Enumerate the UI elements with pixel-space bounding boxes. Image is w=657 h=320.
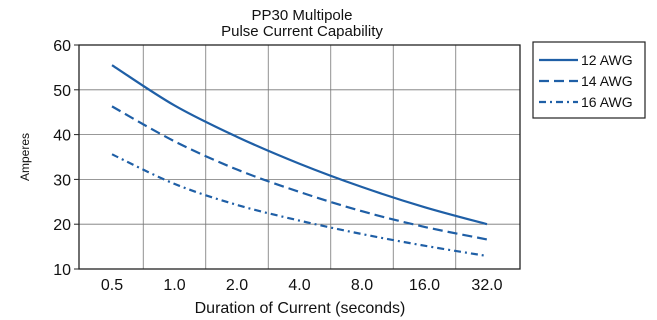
x-tick-label: 8.0 (351, 277, 373, 294)
x-tick-label: 2.0 (226, 277, 248, 294)
y-tick-labels: 10 20 30 40 50 60 (53, 38, 79, 279)
y-tick-label: 30 (53, 172, 71, 189)
y-axis-label: Amperes (18, 133, 32, 181)
plot-frame (78, 44, 521, 270)
x-tick-label: 0.5 (101, 277, 123, 294)
y-tick-label: 10 (53, 262, 71, 279)
series-line-3 (111, 153, 488, 258)
grid (79, 45, 520, 269)
legend-label-3: 16 AWG (581, 94, 633, 110)
series (111, 64, 488, 258)
y-tick-label: 40 (53, 128, 71, 145)
chart-title-line-1: PP30 Multipole (252, 7, 353, 24)
series-line-1 (111, 64, 488, 226)
series-line-2 (111, 105, 488, 241)
y-tick-label: 20 (53, 217, 71, 234)
chart-title-line-2: Pulse Current Capability (221, 23, 383, 40)
x-tick-label: 4.0 (288, 277, 310, 294)
y-tick-label: 50 (53, 83, 71, 100)
y-tick-label: 60 (53, 38, 71, 55)
legend: 12 AWG 14 AWG 16 AWG (532, 41, 646, 119)
x-tick-labels: 0.5 1.0 2.0 4.0 8.0 16.0 32.0 (101, 277, 503, 294)
legend-label-2: 14 AWG (581, 73, 633, 89)
legend-box (532, 41, 646, 119)
x-axis-label: Duration of Current (seconds) (195, 300, 406, 317)
x-tick-label: 1.0 (163, 277, 185, 294)
legend-label-1: 12 AWG (581, 52, 633, 68)
x-tick-label: 32.0 (471, 277, 502, 294)
x-tick-label: 16.0 (409, 277, 440, 294)
